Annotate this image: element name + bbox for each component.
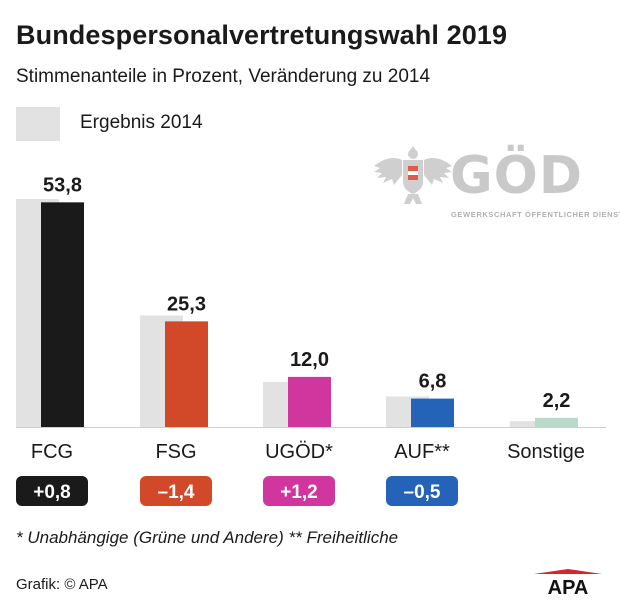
logo-goed-text: GÖD xyxy=(450,146,584,206)
bar-2019-4 xyxy=(535,417,578,427)
chart-subtitle: Stimmenanteile in Prozent, Veränderung z… xyxy=(16,66,431,87)
change-label: +1,2 xyxy=(280,482,318,503)
category-label: AUF** xyxy=(394,441,450,463)
svg-text:APA: APA xyxy=(548,577,589,596)
value-label: 53,8 xyxy=(43,174,82,196)
bar-2019-1 xyxy=(165,321,208,427)
change-label: –1,4 xyxy=(158,482,195,503)
value-label: 6,8 xyxy=(419,371,447,393)
logo-goed-subtext: GEWERKSCHAFT ÖFFENTLICHER DIENST xyxy=(451,210,620,219)
category-label: FCG xyxy=(31,441,73,463)
bar-2014-4 xyxy=(510,421,553,427)
change-badge xyxy=(16,476,88,506)
category-label: FSG xyxy=(155,441,196,463)
chart-title: Bundespersonalvertretungswahl 2019 xyxy=(16,20,508,50)
value-label: 12,0 xyxy=(290,349,329,371)
value-label: 25,3 xyxy=(167,293,206,315)
change-badge xyxy=(386,476,458,506)
change-label: –0,5 xyxy=(404,482,441,503)
source-credit: Grafik: © APA xyxy=(16,576,108,593)
change-label: +0,8 xyxy=(33,482,71,503)
category-label: UGÖD* xyxy=(265,441,333,463)
goed-eagle-logo xyxy=(374,146,452,204)
bar-2019-3 xyxy=(411,398,454,427)
bar-2019-2 xyxy=(288,376,331,427)
category-label: Sonstige xyxy=(507,441,585,463)
apa-logo: APA xyxy=(534,569,602,596)
value-label: 2,2 xyxy=(543,390,571,412)
footnote: * Unabhängige (Grüne und Andere) ** Frei… xyxy=(16,528,399,547)
change-badge xyxy=(140,476,212,506)
legend-label-2014: Ergebnis 2014 xyxy=(80,112,203,133)
bar-2019-0 xyxy=(41,202,84,427)
change-badge xyxy=(263,476,335,506)
legend-swatch-2014 xyxy=(16,107,60,141)
